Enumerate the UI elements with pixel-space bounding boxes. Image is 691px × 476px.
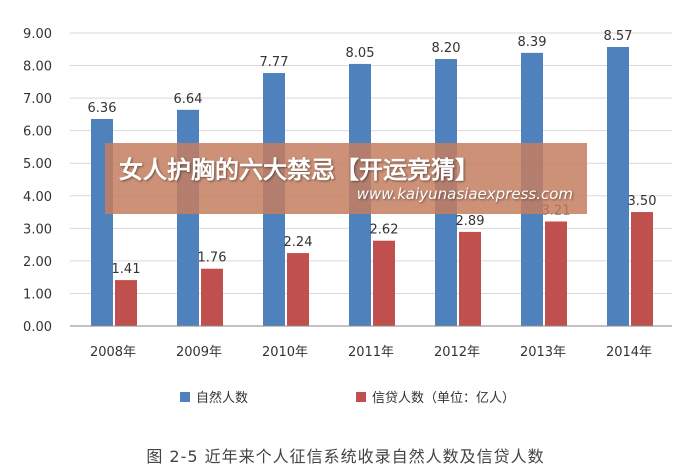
y-tick-label: 2.00 [23, 255, 52, 270]
y-tick-label: 3.00 [23, 222, 52, 237]
bar-credit-persons [459, 231, 481, 326]
bar-value-label: 7.77 [260, 55, 289, 70]
x-tick-label: 2014年 [606, 345, 652, 360]
y-tick-label: 5.00 [23, 157, 52, 172]
y-tick-label: 8.00 [23, 60, 52, 75]
x-tick-label: 2008年 [90, 345, 136, 360]
bar-value-label: 2.89 [456, 214, 485, 229]
bar-credit-persons [545, 221, 567, 326]
legend-label: 自然人数 [196, 390, 248, 406]
x-tick-label: 2010年 [262, 345, 308, 360]
bar-value-label: 6.36 [88, 101, 117, 116]
figure-caption: 图 2-5 近年来个人征信系统收录自然人数及信贷人数 [146, 447, 545, 466]
legend-swatch [180, 392, 190, 402]
y-tick-label: 1.00 [23, 287, 52, 302]
watermark-banner: 女人护胸的六大禁忌【开运竞猜】 www.kaiyunasiaexpress.co… [105, 143, 587, 214]
bar-value-label: 3.50 [628, 194, 657, 209]
bar-value-label: 6.64 [174, 92, 203, 107]
legend-swatch [356, 392, 366, 402]
bar-value-label: 1.41 [112, 262, 141, 277]
legend-label: 信贷人数（单位：亿人） [372, 391, 515, 406]
x-tick-label: 2011年 [348, 345, 394, 360]
bar-value-label: 8.20 [432, 41, 461, 56]
y-tick-label: 6.00 [23, 125, 52, 140]
bar-credit-persons [373, 240, 395, 326]
bar-value-label: 1.76 [198, 251, 227, 266]
bar-value-label: 8.05 [346, 46, 375, 61]
x-tick-label: 2013年 [520, 345, 566, 360]
bar-credit-persons [631, 212, 653, 326]
y-tick-label: 9.00 [23, 27, 52, 42]
bar-value-label: 2.24 [284, 235, 313, 250]
bars [91, 46, 653, 327]
x-tick-label: 2012年 [434, 345, 480, 360]
bar-value-label: 2.62 [370, 223, 399, 238]
x-tick-label: 2009年 [176, 345, 222, 360]
bar-labels: 6.36 1.41 6.64 1.76 7.77 2.24 8.05 2.62 8.20 2.89… [88, 29, 657, 277]
bar-credit-persons [287, 253, 309, 326]
legend: 自然人数 信贷人数（单位：亿人） [180, 390, 515, 406]
bar-natural-persons [607, 46, 629, 326]
y-tick-label: 7.00 [23, 92, 52, 107]
watermark-title: 女人护胸的六大禁忌【开运竞猜】 [119, 156, 479, 184]
y-axis-ticks: 0.00 1.00 2.00 3.00 4.00 5.00 6.00 7.00 8.00 9.00 [23, 27, 52, 335]
x-axis-ticks: 2008年 2009年 2010年 2011年 2012年 2013年 2014年 [90, 345, 652, 360]
y-tick-label: 0.00 [23, 320, 52, 335]
y-tick-label: 4.00 [23, 190, 52, 205]
bar-value-label: 8.57 [604, 29, 633, 44]
watermark-url: www.kaiyunasiaexpress.com [356, 185, 573, 203]
bar-credit-persons [201, 268, 223, 326]
bar-credit-persons [115, 280, 137, 326]
bar-value-label: 8.39 [518, 35, 547, 50]
